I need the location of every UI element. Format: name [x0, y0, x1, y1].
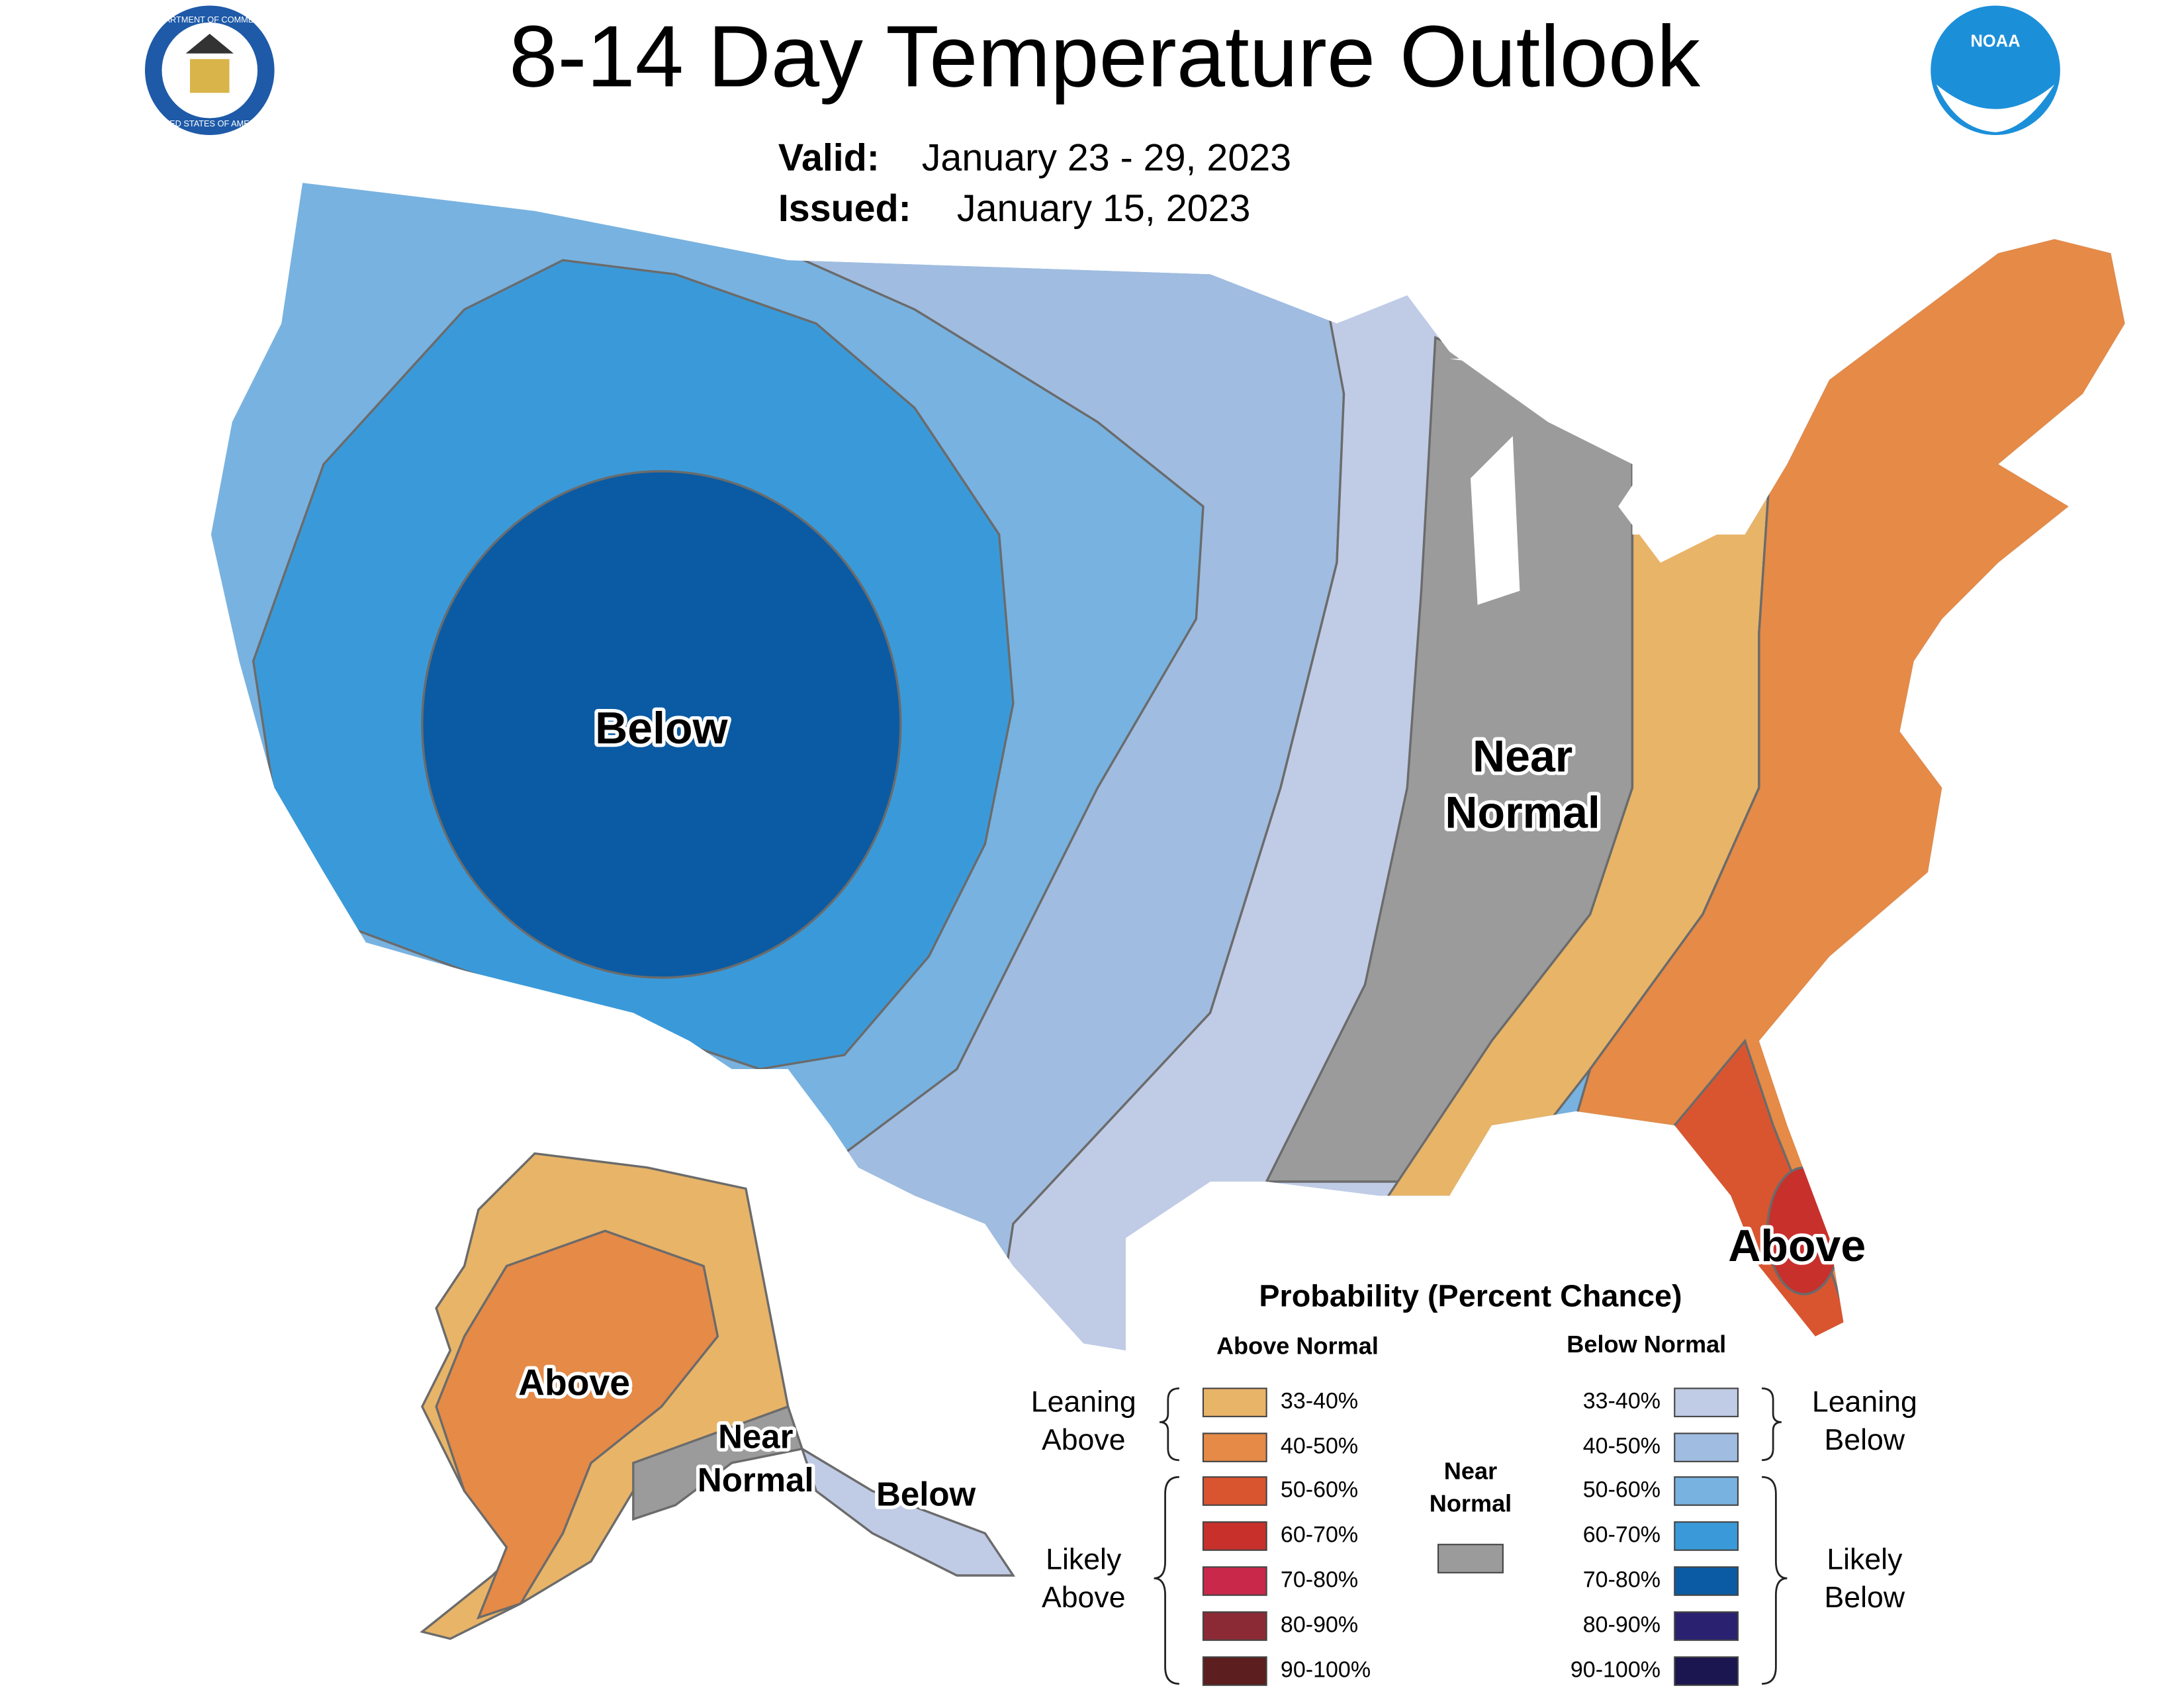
- region: [421, 470, 902, 979]
- legend: Probability (Percent Chance) Above Norma…: [1031, 1279, 1917, 1686]
- swatch: [1674, 1656, 1739, 1686]
- group-label: Leaning: [1031, 1386, 1136, 1419]
- map-label: Above: [1728, 1221, 1866, 1271]
- range-label: 90-100%: [1570, 1657, 1661, 1682]
- range-label: 33-40%: [1281, 1389, 1358, 1414]
- range-label: 50-60%: [1281, 1477, 1358, 1502]
- lakes: [1449, 358, 1745, 605]
- swatch: [1202, 1387, 1267, 1417]
- swatch: [1437, 1544, 1504, 1573]
- swatch: [1674, 1566, 1739, 1596]
- group-label: Above: [1042, 1424, 1126, 1456]
- seal-text: UNITED STATES OF AMERICA: [150, 118, 269, 128]
- range-label: 33-40%: [1583, 1389, 1661, 1414]
- swatch: [1674, 1521, 1739, 1551]
- issued-date: January 15, 2023: [957, 187, 1251, 230]
- swatch: [1202, 1521, 1267, 1551]
- range-label: 80-90%: [1583, 1612, 1661, 1637]
- range-label: 70-80%: [1583, 1567, 1661, 1592]
- noaa-logo: NOAA: [1931, 5, 2060, 135]
- brace: [1159, 1387, 1179, 1462]
- range-label: 50-60%: [1583, 1477, 1661, 1502]
- valid-dates: January 23 - 29, 2023: [922, 136, 1291, 179]
- swatch: [1202, 1656, 1267, 1686]
- range-label: 80-90%: [1281, 1612, 1358, 1637]
- brace: [1762, 1387, 1782, 1462]
- region: [799, 1446, 1016, 1577]
- commerce-seal: DEPARTMENT OF COMMERCE UNITED STATES OF …: [145, 5, 275, 135]
- map-label: Near: [718, 1417, 794, 1455]
- title: 8-14 Day Temperature Outlook: [509, 7, 1701, 105]
- group-label: Likely: [1046, 1544, 1122, 1576]
- range-label: 40-50%: [1281, 1434, 1358, 1459]
- range-label: 40-50%: [1583, 1434, 1661, 1459]
- near-normal-label: Normal: [1430, 1489, 1512, 1517]
- map-label: Below: [876, 1475, 976, 1513]
- swatch: [1674, 1611, 1739, 1641]
- range-label: 60-70%: [1583, 1522, 1661, 1547]
- valid-label: Valid:: [778, 136, 880, 179]
- map-label: Normal: [698, 1461, 814, 1499]
- group-label: Likely: [1827, 1544, 1903, 1576]
- alaska: [420, 1152, 1016, 1640]
- group-label: Above: [1042, 1581, 1126, 1614]
- map-label: Above: [518, 1362, 630, 1403]
- map-label: Near: [1473, 731, 1572, 781]
- map-label: Below: [595, 703, 728, 753]
- region: [435, 1229, 719, 1620]
- region: [632, 1405, 804, 1521]
- swatch: [1202, 1432, 1267, 1462]
- map-label: Normal: [1445, 787, 1600, 837]
- swatch: [1674, 1432, 1739, 1462]
- brace: [1762, 1476, 1788, 1685]
- range-label: 90-100%: [1281, 1657, 1371, 1682]
- swatch: [1202, 1566, 1267, 1596]
- legend-heading: Below Normal: [1567, 1331, 1726, 1358]
- near-normal-label: Near: [1444, 1457, 1497, 1484]
- brace: [1154, 1476, 1179, 1685]
- noaa-text: NOAA: [1971, 32, 2021, 50]
- swatch: [1674, 1476, 1739, 1506]
- group-label: Leaning: [1812, 1386, 1917, 1419]
- seal-text: DEPARTMENT OF COMMERCE: [148, 15, 271, 24]
- issued-label: Issued:: [778, 187, 911, 230]
- range-label: 70-80%: [1281, 1567, 1358, 1592]
- range-label: 60-70%: [1281, 1522, 1358, 1547]
- swatch: [1674, 1387, 1739, 1417]
- legend-title: Probability (Percent Chance): [1259, 1279, 1682, 1313]
- conus: [210, 183, 2125, 1350]
- swatch: [1202, 1611, 1267, 1641]
- legend-heading: Above Normal: [1216, 1332, 1379, 1359]
- group-label: Below: [1825, 1424, 1905, 1456]
- group-label: Below: [1825, 1581, 1905, 1614]
- swatch: [1202, 1476, 1267, 1506]
